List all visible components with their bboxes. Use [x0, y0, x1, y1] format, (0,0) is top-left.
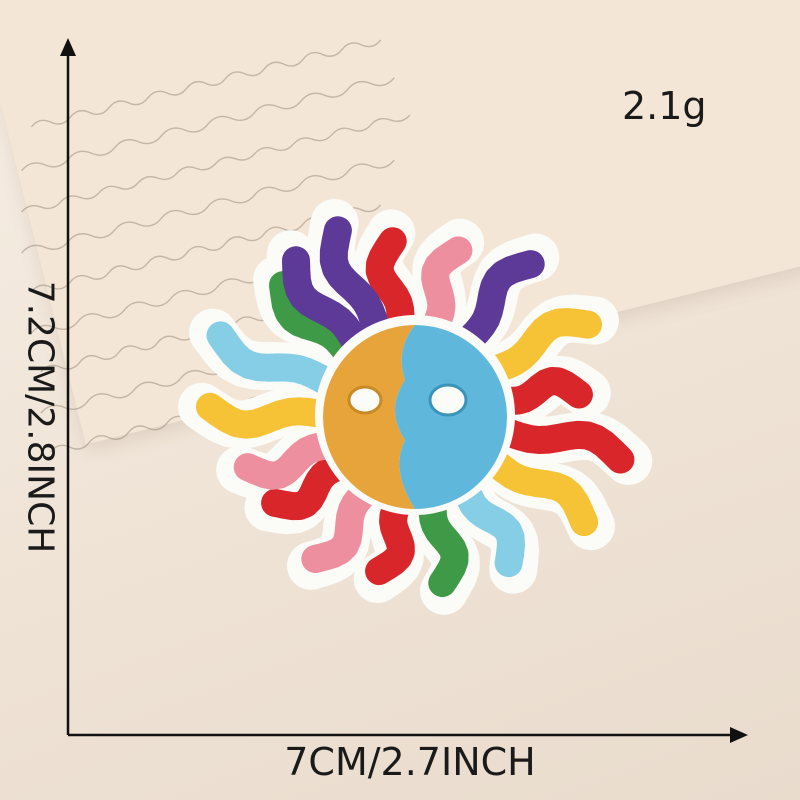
sun-ray: [206, 321, 354, 402]
height-dimension-text: 7.2CM/2.8INCH: [19, 280, 61, 554]
width-dimension-label: 7CM/2.7INCH: [284, 740, 536, 784]
weight-label: 2.1g: [622, 84, 707, 128]
sun-ray: [470, 441, 599, 537]
sun-face: [315, 315, 515, 515]
sun-ray: [479, 414, 635, 474]
sun-ray: [196, 392, 349, 439]
